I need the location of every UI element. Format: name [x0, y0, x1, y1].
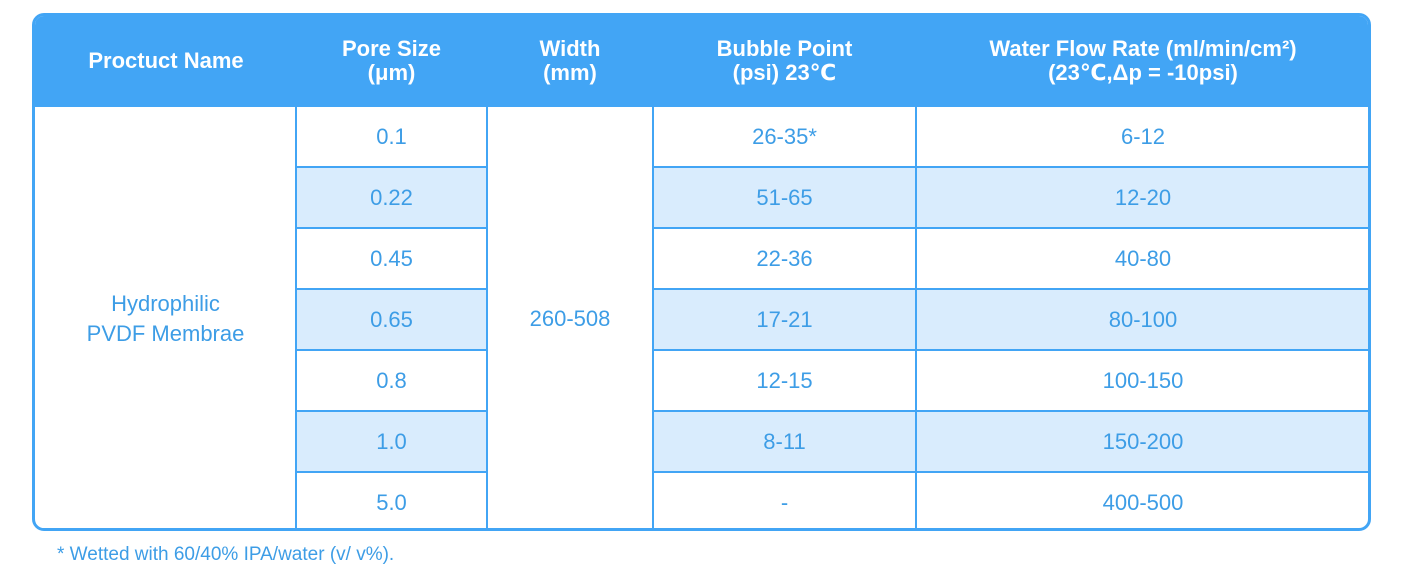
table-cell: - — [652, 471, 917, 528]
table-cell: 100-150 — [915, 349, 1368, 412]
header-text: (μm) — [367, 59, 416, 85]
table-frame: Proctuct Name Pore Size (μm) Width (mm) Bubbl… — [32, 13, 1371, 531]
table-row: Hydrophilic PVDF Membrae 0.1 260-508 26-35* 6… — [36, 105, 1368, 528]
table-row: 0.45 22-36 40-80 — [36, 227, 1368, 290]
header-text: Width — [539, 35, 601, 61]
table-row: 0.22 51-65 12-20 — [36, 166, 1368, 229]
header-text: Water Flow Rate (ml/min/cm²) — [989, 35, 1297, 61]
header-text: Bubble Point — [716, 35, 853, 61]
product-name-cell: Hydrophilic PVDF Membrae — [36, 105, 297, 528]
header-cell: Proctuct Name — [35, 16, 296, 106]
table-cell: 0.65 — [296, 288, 488, 351]
product-name: Hydrophilic — [111, 291, 220, 316]
header-cell: Pore Size (μm) — [295, 16, 487, 106]
header-text: (psi) 23℃ — [732, 59, 837, 85]
header-cell: Bubble Point (psi) 23℃ — [652, 16, 916, 106]
header-row: Proctuct Name Pore Size (μm) Width (mm) Bubbl… — [35, 16, 1368, 106]
table-cell: 0.22 — [296, 166, 488, 229]
table-cell: 8-11 — [652, 410, 917, 473]
table-cell: 150-200 — [915, 410, 1368, 473]
table-cell: 17-21 — [652, 288, 917, 351]
header-cell: Width (mm) — [486, 16, 653, 106]
header-text: Pore Size — [341, 35, 442, 61]
table-row: 0.8 12-15 100-150 — [36, 349, 1368, 412]
table-row: 1.0 8-11 150-200 — [36, 410, 1368, 473]
table-cell: 0.8 — [296, 349, 488, 412]
table-cell: 5.0 — [296, 471, 488, 528]
table-body: Hydrophilic PVDF Membrae 0.1 260-508 26-35* 6… — [36, 105, 1368, 528]
table-cell: 6-12 — [915, 105, 1368, 168]
footnote: * Wetted with 60/40% IPA/water (v/ v%). — [57, 544, 395, 565]
table-cell: 26-35* — [652, 105, 917, 168]
table-cell: 22-36 — [652, 227, 917, 290]
table-cell: 51-65 — [652, 166, 917, 229]
table-cell: 1.0 — [296, 410, 488, 473]
product-name: PVDF Membrae — [86, 321, 245, 346]
table-row: 0.65 17-21 80-100 — [36, 288, 1368, 351]
header-text: (23℃,Δp = -10psi) — [1048, 59, 1238, 85]
header-text: Proctuct Name — [88, 47, 244, 73]
spec-table: Proctuct Name Pore Size (μm) Width (mm) Bubbl… — [35, 16, 1368, 528]
width-cell: 260-508 — [486, 105, 654, 528]
header-text: (mm) — [543, 59, 597, 85]
table-row: 5.0 -400-500 — [36, 471, 1368, 528]
table-cell: 0.45 — [296, 227, 488, 290]
table-cell: 12-15 — [652, 349, 917, 412]
table-cell: 40-80 — [915, 227, 1368, 290]
header-cell: Water Flow Rate (ml/min/cm²) (23℃,Δp = -1… — [915, 16, 1368, 106]
table-cell: 12-20 — [915, 166, 1368, 229]
table-cell: 0.1 — [295, 105, 488, 168]
table-cell: 80-100 — [915, 288, 1368, 351]
table-cell: 400-500 — [915, 471, 1368, 528]
